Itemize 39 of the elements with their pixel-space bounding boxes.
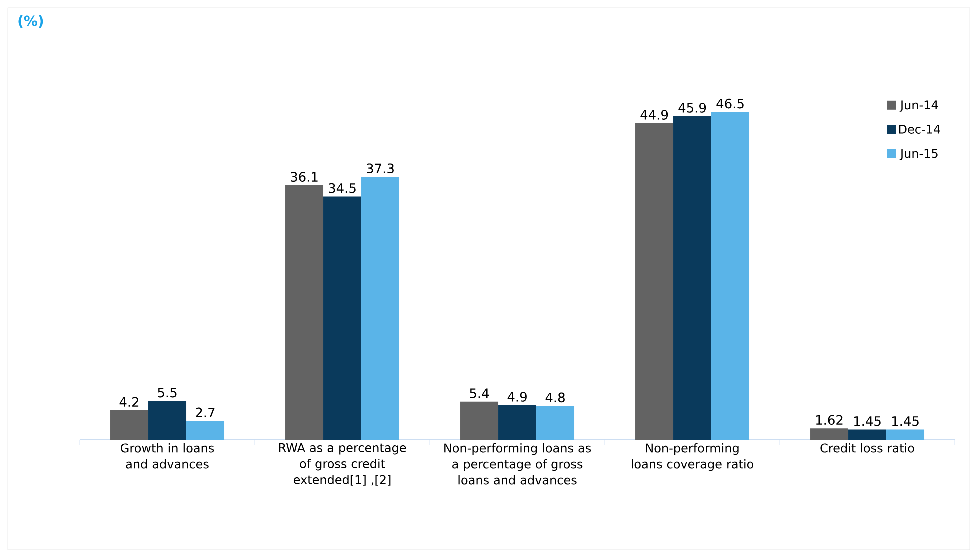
legend-label: Jun-14: [900, 100, 938, 112]
data-label: 5.5: [158, 388, 177, 398]
data-label: 1.62: [816, 415, 843, 426]
text: (%): [18, 16, 44, 28]
legend-label: Jun-15: [900, 149, 938, 160]
bar: [498, 405, 537, 440]
bar: [362, 177, 400, 440]
bar: [110, 410, 149, 440]
bar: [286, 186, 324, 440]
legend-label: Dec-14: [899, 125, 940, 134]
data-label: 4.2: [120, 397, 139, 407]
bar: [536, 406, 575, 440]
bar: [148, 401, 187, 440]
data-label: 1.45: [854, 416, 881, 426]
bar: [460, 402, 499, 440]
x-tick-label: Growth in loans and advances: [121, 443, 214, 469]
bar: [324, 196, 362, 440]
data-label: 36.1: [291, 172, 318, 182]
data-label: 1.45: [892, 416, 919, 426]
data-label: 2.7: [196, 408, 215, 418]
data-label: 37.3: [367, 164, 394, 174]
bar: [848, 430, 887, 440]
data-label: 44.9: [640, 110, 668, 120]
bar: [636, 123, 674, 440]
data-label: 5.4: [470, 388, 490, 398]
data-label: 46.5: [716, 98, 744, 109]
bar: [886, 430, 925, 440]
data-label: 4.8: [546, 392, 565, 403]
x-tick-label: Credit loss ratio: [820, 443, 914, 453]
data-label: 4.9: [508, 392, 527, 402]
x-tick-label: RWA as a percentage of gross credit extended[1] ,[2]: [279, 444, 406, 486]
data-label: 45.9: [678, 103, 706, 113]
bar: [674, 116, 712, 440]
bar: [712, 112, 750, 440]
x-tick-label: Non-performing loans as a percentage of gross loans and advances: [444, 443, 592, 485]
x-tick-label: Non-performing loans coverage ratio: [632, 443, 754, 472]
bar: [186, 420, 225, 440]
data-label: 34.5: [329, 183, 356, 194]
bar: [810, 428, 849, 440]
